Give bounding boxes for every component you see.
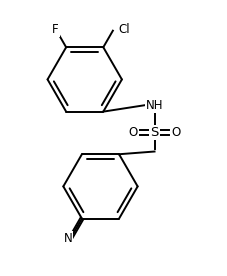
- Text: S: S: [150, 126, 158, 139]
- Text: F: F: [52, 23, 59, 36]
- Text: O: O: [128, 126, 137, 139]
- Text: N: N: [63, 232, 72, 245]
- Text: O: O: [171, 126, 180, 139]
- Text: Cl: Cl: [118, 23, 130, 36]
- Text: NH: NH: [145, 99, 163, 112]
